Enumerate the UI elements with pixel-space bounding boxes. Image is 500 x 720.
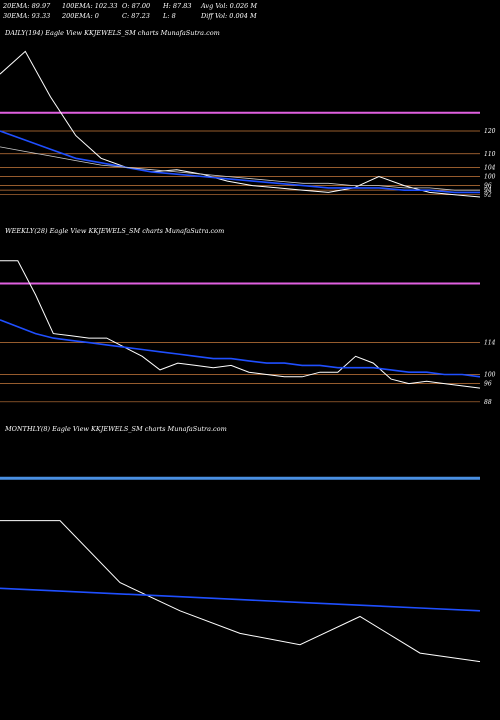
tick-label-0-5: 94 <box>484 187 492 194</box>
tick-label-1-0: 114 <box>484 340 496 347</box>
avg-vol-label: Avg Vol: 0.026 M <box>201 2 258 10</box>
tick-label-0-0: 120 <box>484 128 496 135</box>
series-line-2-1 <box>0 587 481 612</box>
daily-chart-title: DAILY(194) Eagle View KKJEWELS_SM charts… <box>5 29 220 37</box>
series-line-0-1 <box>0 130 480 194</box>
diff-vol-label: Diff Vol: 0.004 M <box>201 12 257 20</box>
series-line-2-0 <box>0 520 481 663</box>
tick-label-0-4: 96 <box>484 183 492 190</box>
tick-label-0-2: 104 <box>484 164 496 171</box>
tick-label-1-3: 88 <box>484 399 492 406</box>
high-label: H: 87.83 <box>163 2 192 10</box>
tick-label-1-1: 100 <box>484 372 496 379</box>
low-label: L: 8 <box>163 12 176 20</box>
tick-label-0-3: 100 <box>484 174 496 181</box>
ema20-label: 20EMA: 89.97 <box>3 2 51 10</box>
tick-label-0-1: 110 <box>484 151 496 158</box>
series-line-0-0 <box>0 50 481 198</box>
monthly-chart-title: MONTHLY(8) Eagle View KKJEWELS_SM charts… <box>5 425 227 433</box>
tick-label-1-2: 96 <box>484 381 492 388</box>
weekly-chart-title: WEEKLY(28) Eagle View KKJEWELS_SM charts… <box>5 227 225 235</box>
series-line-0-2 <box>0 146 480 191</box>
open-label: O: 87.00 <box>122 2 151 10</box>
series-line-1-0 <box>0 260 481 389</box>
tick-label-0-6: 92 <box>484 192 492 199</box>
series-line-1-1 <box>0 319 481 378</box>
close-label: C: 87.23 <box>122 12 150 20</box>
ema200-label: 200EMA: 0 <box>62 12 99 20</box>
ema30-label: 30EMA: 93.33 <box>3 12 51 20</box>
ema100-label: 100EMA: 102.33 <box>62 2 118 10</box>
